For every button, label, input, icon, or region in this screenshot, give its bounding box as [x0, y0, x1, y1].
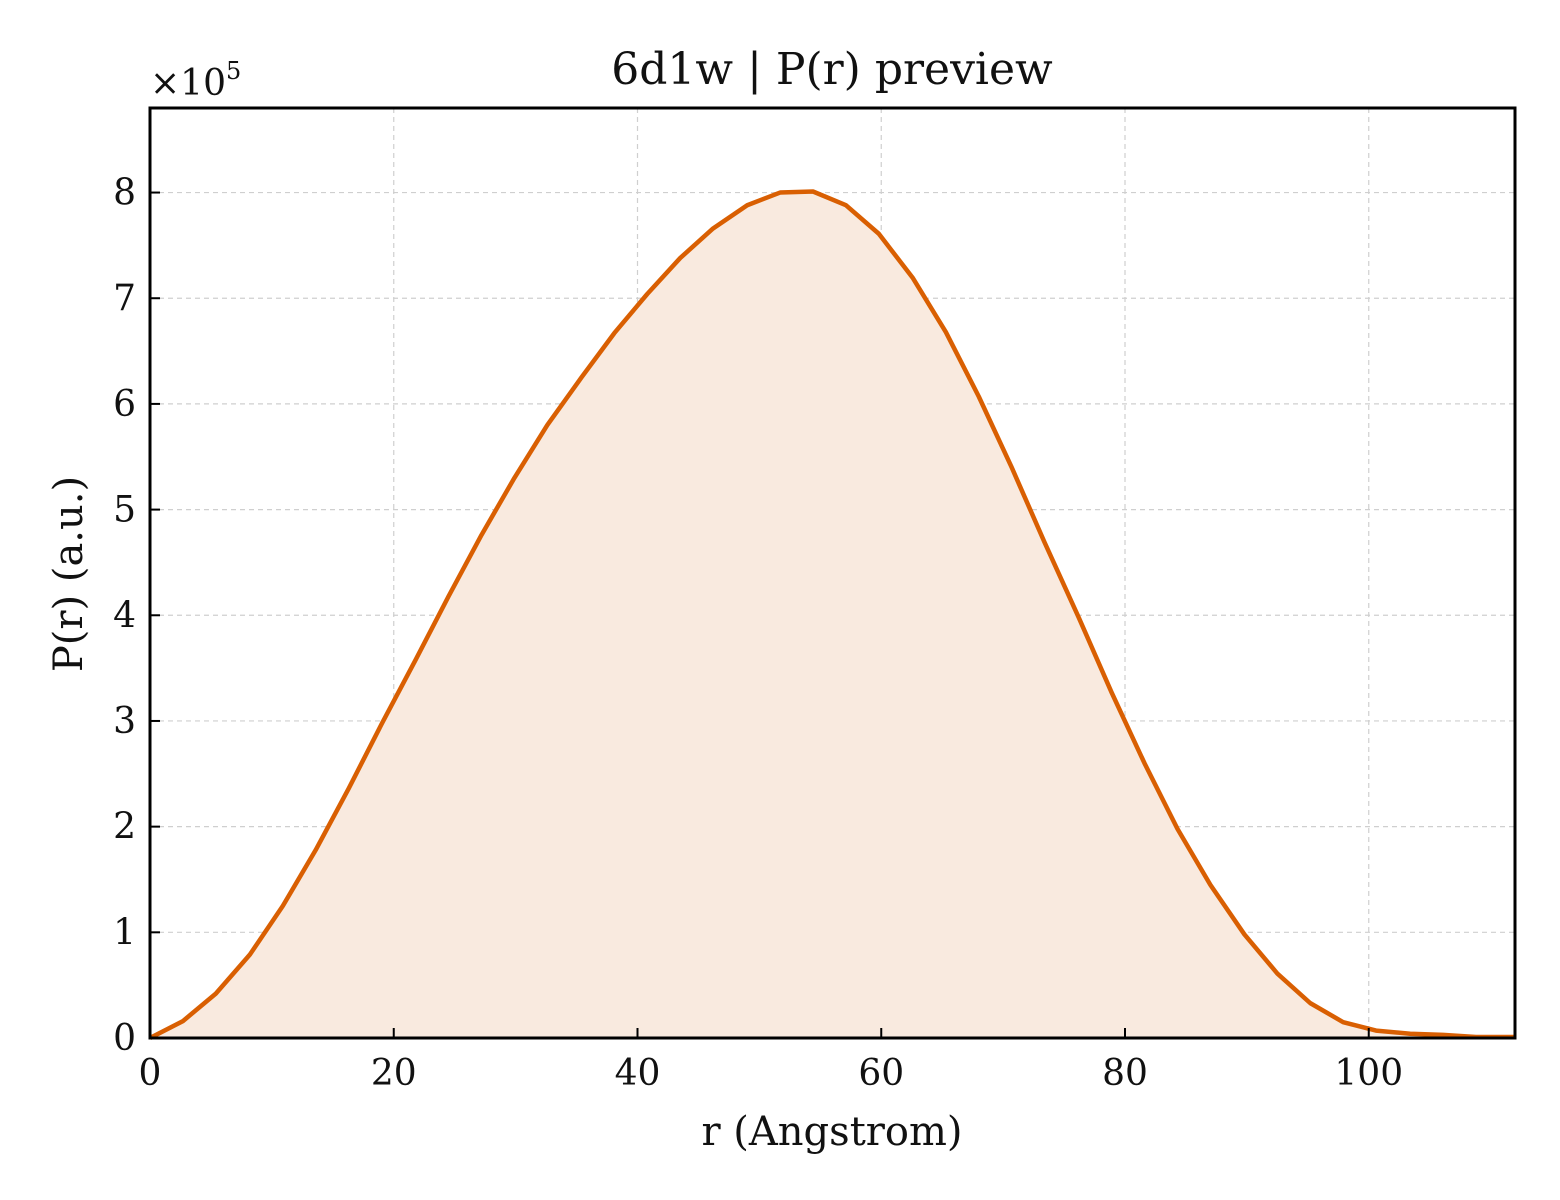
x-tick-label: 0	[139, 1053, 162, 1094]
tick-layer: 0 20 40 60 80 100 0 1 2 3 4 5 6 7 8	[113, 173, 1403, 1094]
y-multiplier-exponent: 5	[226, 57, 241, 85]
y-multiplier-base: ×10	[150, 63, 226, 104]
plot-frame	[148, 106, 1517, 1040]
y-tick-label: 6	[113, 384, 136, 425]
y-tick-label: 8	[113, 173, 136, 214]
y-axis-label: P(r) (a.u.)	[46, 476, 92, 672]
x-tick-label: 80	[1102, 1053, 1148, 1094]
y-tick-label: 7	[113, 278, 136, 319]
x-tick-label: 60	[858, 1053, 904, 1094]
x-axis-label: r (Angstrom)	[701, 1109, 962, 1155]
chart-title: 6d1w | P(r) preview	[611, 44, 1053, 95]
y-tick-label: 1	[113, 912, 136, 953]
y-tick-label: 4	[113, 595, 136, 636]
series-line	[148, 189, 1515, 1041]
y-tick-label: 3	[113, 701, 136, 742]
y-tick-label: 2	[113, 807, 136, 848]
y-multiplier: ×105	[150, 57, 241, 104]
y-tick-label: 5	[113, 490, 136, 531]
y-tick-label: 0	[113, 1018, 136, 1059]
x-tick-label: 20	[371, 1053, 417, 1094]
x-tick-label: 100	[1334, 1053, 1403, 1094]
x-tick-label: 40	[615, 1053, 661, 1094]
